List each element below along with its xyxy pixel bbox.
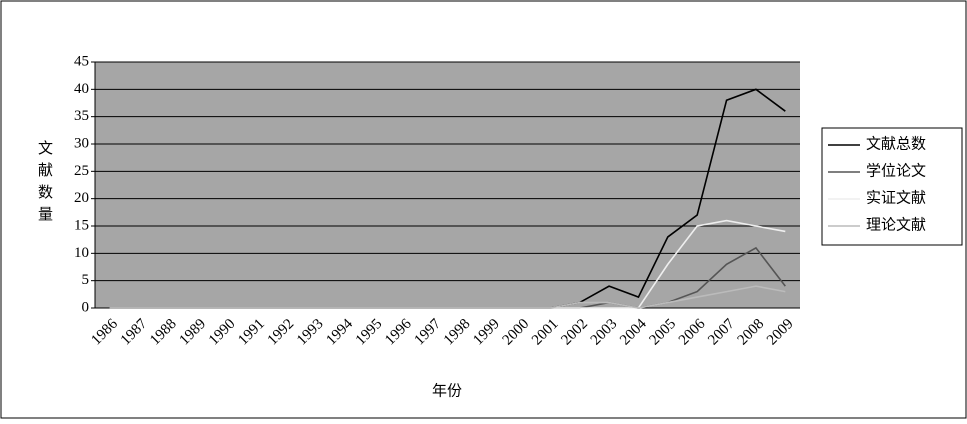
legend-label: 实证文献	[866, 189, 926, 206]
y-axis-label: 文献数量	[38, 140, 53, 223]
y-tick-label: 5	[82, 272, 90, 288]
y-tick-label: 35	[74, 108, 89, 124]
x-axis-label: 年份	[432, 382, 462, 399]
y-tick-label: 40	[74, 81, 89, 97]
legend-label: 理论文献	[866, 216, 926, 233]
y-tick-label: 15	[74, 217, 89, 233]
y-tick-label: 30	[74, 135, 89, 151]
y-tick-label: 45	[74, 53, 89, 69]
y-tick-label: 20	[74, 190, 89, 206]
y-tick-label: 25	[74, 163, 89, 179]
y-tick-label: 10	[74, 245, 89, 261]
plot-area	[95, 62, 800, 308]
series-line	[109, 285, 786, 309]
legend-label: 文献总数	[866, 135, 926, 152]
y-tick-label: 0	[82, 299, 90, 315]
legend-label: 学位论文	[866, 162, 926, 179]
